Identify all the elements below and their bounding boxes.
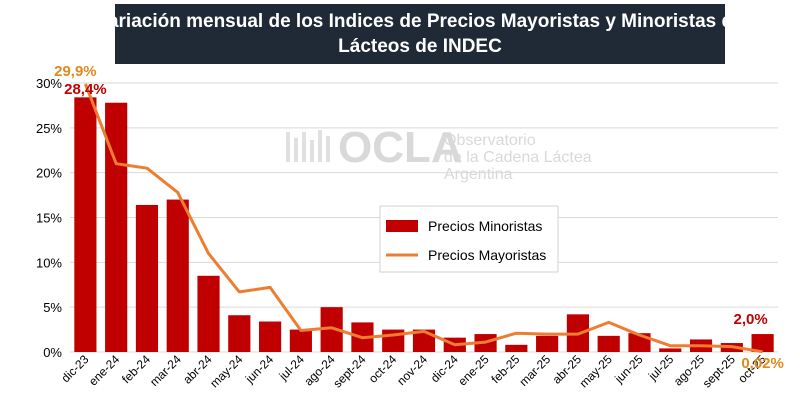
bar <box>228 315 251 352</box>
data-label: 28,4% <box>64 81 107 98</box>
bar <box>135 204 159 352</box>
legend-label-minoristas: Precios Minoristas <box>428 218 542 234</box>
x-tick-label: may-24 <box>207 352 245 390</box>
x-tick-label: jun-24 <box>242 352 276 386</box>
line-series-mayoristas <box>84 83 763 354</box>
watermark-brand: OCLA <box>338 123 463 172</box>
y-tick-label: 10% <box>36 255 62 270</box>
y-tick-label: 0% <box>43 345 62 360</box>
x-tick-label: may-25 <box>577 352 615 390</box>
ocla-logo-icon <box>286 130 330 162</box>
x-tick-label: sept-25 <box>700 352 738 390</box>
legend-swatch-minoristas <box>386 220 418 232</box>
bar <box>597 335 620 352</box>
data-labels: 29,9%28,4% 2,0% 0,02% <box>54 63 784 372</box>
bar <box>320 307 343 352</box>
legend: Precios Minoristas Precios Mayoristas <box>379 205 559 273</box>
watermark-line-1: Observatorio <box>444 132 536 149</box>
data-label: 29,9% <box>54 63 97 80</box>
bar <box>659 348 682 352</box>
y-axis-ticks: 0% 5% 10% 15% 20% 25% 30% <box>36 76 62 360</box>
bar <box>751 334 774 352</box>
line-path <box>84 83 763 354</box>
y-tick-label: 20% <box>36 166 62 181</box>
x-tick-label: mar-24 <box>147 352 184 389</box>
y-tick-label: 15% <box>36 211 62 226</box>
bar <box>259 321 282 352</box>
bar <box>197 275 220 352</box>
watermark-line-2: de la Cadena Láctea <box>444 149 592 166</box>
x-tick-label: nov-24 <box>394 352 430 388</box>
x-tick-label: ene-24 <box>86 352 123 389</box>
chart-title-line-1: Variación mensual de los Indices de Prec… <box>96 11 743 32</box>
data-label: 0,02% <box>741 355 784 372</box>
bar-series-minoristas <box>74 97 774 352</box>
x-axis-ticks: dic-23ene-24feb-24mar-24abr-24may-24jun-… <box>58 352 768 390</box>
data-label: 2,0% <box>734 311 768 328</box>
bar <box>536 335 559 352</box>
x-tick-label: sept-24 <box>330 352 368 390</box>
y-tick-label: 5% <box>43 300 62 315</box>
y-tick-label: 30% <box>36 76 62 91</box>
bar <box>289 329 312 352</box>
bar <box>166 199 189 352</box>
x-tick-label: oct-24 <box>366 352 400 386</box>
ocla-watermark: OCLA Observatorio de la Cadena Láctea Ar… <box>286 123 592 183</box>
x-tick-label: mar-25 <box>516 352 553 389</box>
chart-title-line-2: Lácteos de INDEC <box>338 36 502 57</box>
bar <box>74 97 97 352</box>
bar <box>505 344 528 352</box>
watermark-line-3: Argentina <box>444 166 513 183</box>
legend-box <box>379 205 559 273</box>
y-tick-label: 25% <box>36 121 62 136</box>
x-tick-label: ene-25 <box>455 352 492 389</box>
title-box <box>115 4 725 64</box>
legend-label-mayoristas: Precios Mayoristas <box>428 247 546 263</box>
x-tick-label: jun-25 <box>611 352 645 386</box>
